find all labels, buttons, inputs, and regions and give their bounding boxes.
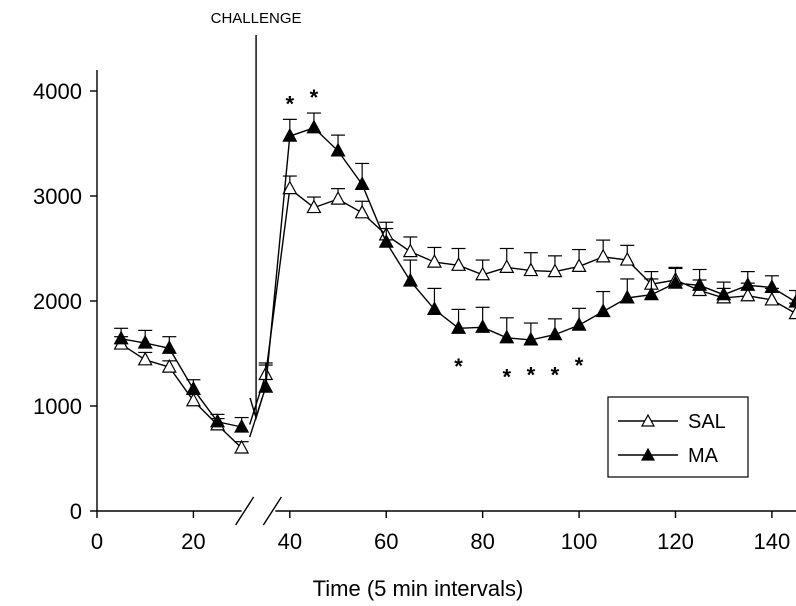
- significance-star: *: [454, 354, 463, 379]
- point-ma: [547, 326, 563, 341]
- x-tick-label: 100: [561, 529, 598, 554]
- point-sal: [426, 253, 442, 268]
- legend-marker-sal: [640, 413, 656, 427]
- point-sal: [619, 251, 635, 266]
- point-ma: [234, 418, 250, 433]
- x-tick-label: 60: [374, 529, 398, 554]
- point-sal: [234, 439, 250, 454]
- point-ma: [692, 276, 708, 291]
- point-ma: [595, 303, 611, 318]
- point-ma: [210, 413, 226, 428]
- significance-star: *: [502, 364, 511, 389]
- point-ma: [740, 276, 756, 291]
- point-ma: [113, 330, 129, 345]
- series-ma: [113, 112, 796, 438]
- point-ma: [306, 119, 322, 134]
- point-sal: [571, 258, 587, 272]
- significance-star: *: [551, 362, 560, 387]
- point-sal: [161, 358, 177, 373]
- y-tick-label: 4000: [33, 79, 82, 104]
- challenge-annotation: CHALLENGE: [211, 10, 302, 27]
- significance-star: *: [527, 362, 536, 387]
- x-tick-label: 20: [181, 529, 205, 554]
- x-axis-title: Time (5 min intervals): [313, 576, 524, 601]
- series-line-ma: [249, 126, 796, 438]
- x-tick-label: 40: [278, 529, 302, 554]
- series-line-sal: [249, 187, 796, 425]
- y-tick-label: 2000: [33, 289, 82, 314]
- point-ma: [137, 334, 153, 349]
- point-ma: [619, 289, 635, 304]
- point-sal: [764, 291, 780, 306]
- point-ma: [330, 142, 346, 157]
- challenge-arrow-head: [249, 397, 263, 421]
- point-sal: [330, 190, 346, 205]
- significance-star: *: [575, 353, 584, 378]
- legend-label-ma: MA: [688, 445, 719, 467]
- x-tick-label: 80: [470, 529, 494, 554]
- point-ma: [667, 274, 683, 289]
- point-ma: [475, 318, 491, 333]
- x-tick-label: 120: [657, 529, 694, 554]
- point-sal: [306, 199, 322, 214]
- legend-box: [607, 396, 749, 478]
- x-axis-break-left: [235, 496, 255, 526]
- point-ma: [161, 339, 177, 354]
- point-ma: [499, 329, 515, 344]
- series-layer: [113, 112, 796, 454]
- point-ma: [402, 272, 418, 287]
- point-sal: [499, 259, 515, 273]
- point-ma: [378, 233, 394, 248]
- x-tick-label: 0: [91, 529, 103, 554]
- x-axis-break-right: [262, 496, 282, 526]
- point-sal: [740, 287, 756, 302]
- point-sal: [475, 266, 491, 281]
- labels-layer: Time (5 min intervals) CHALLENGE * * * * * * *: [211, 10, 584, 601]
- point-ma: [523, 331, 539, 346]
- x-tick-label: 140: [754, 529, 791, 554]
- point-sal: [402, 243, 418, 258]
- legend-marker-ma: [640, 447, 656, 461]
- point-ma: [185, 380, 201, 395]
- point-ma: [354, 176, 370, 191]
- point-ma: [716, 286, 732, 301]
- point-ma: [258, 378, 274, 393]
- legend-label-sal: SAL: [688, 411, 726, 433]
- point-sal: [137, 351, 153, 366]
- point-ma: [282, 127, 298, 142]
- point-sal: [451, 257, 467, 271]
- point-ma: [788, 293, 796, 308]
- point-sal: [282, 180, 298, 195]
- axes-layer: 0 1000 2000 3000 4000 0 20 40 60 80 100 120 140: [33, 70, 796, 554]
- point-sal: [788, 305, 796, 320]
- legend: SAL MA: [607, 396, 749, 478]
- significance-star: *: [310, 85, 319, 110]
- significance-star: *: [286, 91, 295, 116]
- point-sal: [595, 248, 611, 263]
- point-ma: [764, 279, 780, 293]
- y-tick-label: 3000: [33, 184, 82, 209]
- point-sal: [547, 263, 563, 278]
- point-ma: [571, 316, 587, 331]
- point-sal: [185, 392, 201, 407]
- y-tick-label: 0: [70, 499, 82, 524]
- point-sal: [354, 204, 370, 219]
- y-tick-label: 1000: [33, 394, 82, 419]
- point-ma: [451, 320, 467, 334]
- point-ma: [426, 301, 442, 315]
- series-line-sal: [120, 343, 243, 449]
- point-sal: [523, 262, 539, 277]
- point-ma: [643, 286, 659, 301]
